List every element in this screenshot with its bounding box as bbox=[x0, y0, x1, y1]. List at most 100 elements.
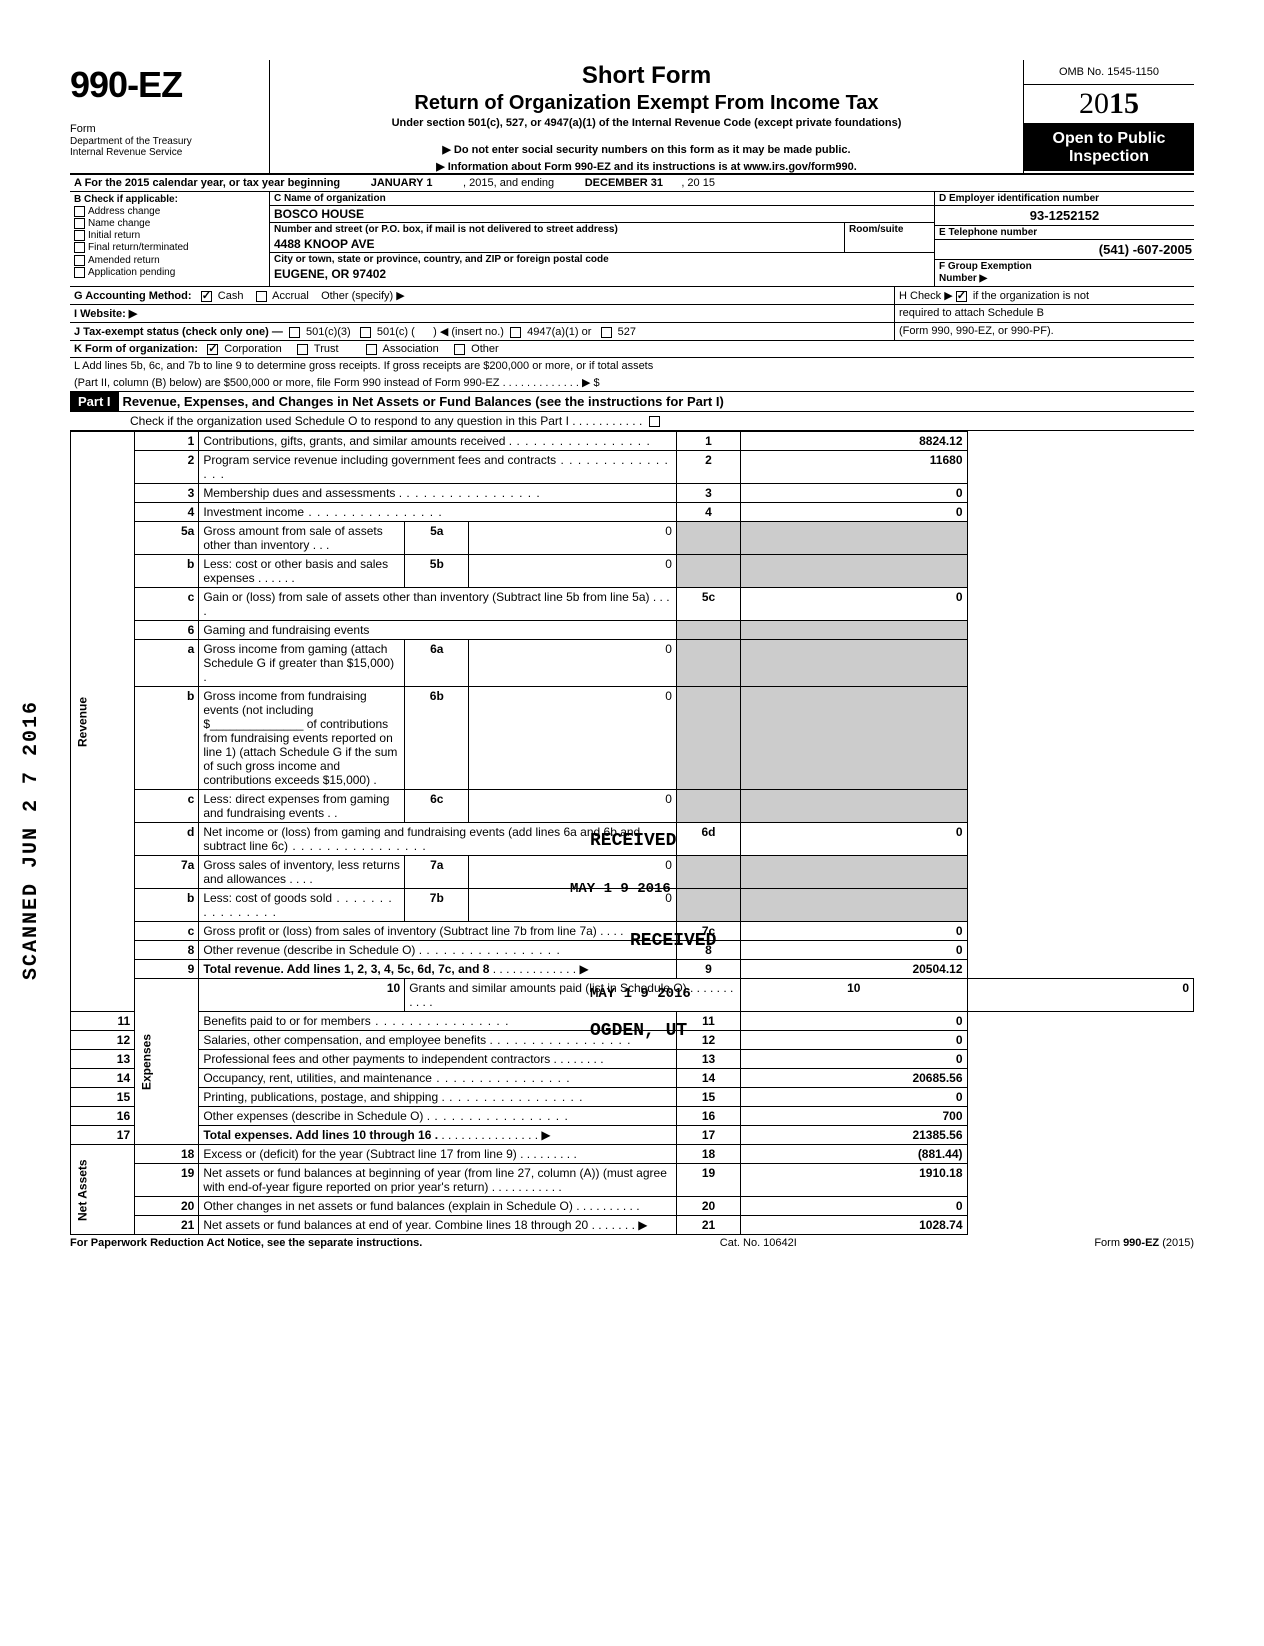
table-row: dNet income or (loss) from gaming and fu… bbox=[71, 823, 1194, 856]
table-row: cGain or (loss) from sale of assets othe… bbox=[71, 588, 1194, 621]
chk-527[interactable] bbox=[601, 327, 612, 338]
footer-right: Form 990-EZ (2015) bbox=[1094, 1237, 1194, 1249]
chk-corp[interactable] bbox=[207, 344, 218, 355]
chk-assoc[interactable] bbox=[366, 344, 377, 355]
chk-initial[interactable]: Initial return bbox=[74, 230, 265, 241]
table-row: 12Salaries, other compensation, and empl… bbox=[71, 1031, 1194, 1050]
line-a: A For the 2015 calendar year, or tax yea… bbox=[70, 175, 1194, 192]
chk-accrual[interactable] bbox=[256, 291, 267, 302]
chk-501c[interactable] bbox=[360, 327, 371, 338]
table-row: aGross income from gaming (attach Schedu… bbox=[71, 640, 1194, 687]
chk-501c3[interactable] bbox=[289, 327, 300, 338]
title-return: Return of Organization Exempt From Incom… bbox=[278, 92, 1015, 115]
chk-other[interactable] bbox=[454, 344, 465, 355]
table-row: 8Other revenue (describe in Schedule O) … bbox=[71, 941, 1194, 960]
f-label: F Group Exemption bbox=[935, 260, 1194, 273]
part1-check: Check if the organization used Schedule … bbox=[70, 412, 1194, 431]
d-label: D Employer identification number bbox=[935, 192, 1194, 206]
chk-final[interactable]: Final return/terminated bbox=[74, 242, 265, 253]
title-short-form: Short Form bbox=[278, 62, 1015, 90]
chk-schedule-o[interactable] bbox=[649, 416, 660, 427]
line-a-end: DECEMBER 31 bbox=[585, 177, 663, 189]
table-row: cLess: direct expenses from gaming and f… bbox=[71, 790, 1194, 823]
footer-mid: Cat. No. 10642I bbox=[720, 1237, 797, 1249]
line-k: K Form of organization: Corporation Trus… bbox=[70, 341, 1194, 358]
table-row: 20Other changes in net assets or fund ba… bbox=[71, 1197, 1194, 1216]
dept: Department of the Treasury Internal Reve… bbox=[70, 136, 263, 158]
table-row: 9Total revenue. Add lines 1, 2, 3, 4, 5c… bbox=[71, 960, 1194, 979]
open-inspection: Open to Public Inspection bbox=[1024, 124, 1194, 171]
chk-name[interactable]: Name change bbox=[74, 218, 265, 229]
part1-table: Revenue 1Contributions, gifts, grants, a… bbox=[70, 431, 1194, 1235]
city-label: City or town, state or province, country… bbox=[270, 253, 934, 266]
form-prefix: Form bbox=[70, 123, 96, 135]
chk-pending[interactable]: Application pending bbox=[74, 267, 265, 278]
subtitle: Under section 501(c), 527, or 4947(a)(1)… bbox=[278, 117, 1015, 129]
year-prefix: 20 bbox=[1079, 87, 1109, 120]
line-a-suffix: , 20 15 bbox=[681, 177, 715, 189]
open1: Open to Public bbox=[1026, 130, 1192, 148]
chk-trust[interactable] bbox=[297, 344, 308, 355]
box-b-label: B Check if applicable: bbox=[74, 194, 265, 205]
tax-year: 2015 bbox=[1024, 85, 1194, 124]
side-revenue: Revenue bbox=[71, 432, 135, 1012]
table-row: 6Gaming and fundraising events bbox=[71, 621, 1194, 640]
j-label: J Tax-exempt status (check only one) — bbox=[74, 326, 283, 338]
table-row: 19Net assets or fund balances at beginni… bbox=[71, 1164, 1194, 1197]
table-row: 15Printing, publications, postage, and s… bbox=[71, 1088, 1194, 1107]
line-l2: (Part II, column (B) below) are $500,000… bbox=[70, 374, 1194, 392]
box-b: B Check if applicable: Address change Na… bbox=[70, 192, 270, 286]
street-value: 4488 KNOOP AVE bbox=[270, 236, 844, 252]
footer: For Paperwork Reduction Act Notice, see … bbox=[70, 1237, 1194, 1249]
table-row: bLess: cost or other basis and sales exp… bbox=[71, 555, 1194, 588]
side-expenses: Expenses bbox=[135, 979, 199, 1145]
footer-left: For Paperwork Reduction Act Notice, see … bbox=[70, 1237, 422, 1249]
table-row: 5aGross amount from sale of assets other… bbox=[71, 522, 1194, 555]
header-center: Short Form Return of Organization Exempt… bbox=[270, 60, 1024, 173]
h-text3: required to attach Schedule B bbox=[894, 305, 1194, 322]
table-row: 17Total expenses. Add lines 10 through 1… bbox=[71, 1126, 1194, 1145]
header-right: OMB No. 1545-1150 2015 Open to Public In… bbox=[1024, 60, 1194, 173]
inst-info: ▶ Information about Form 990-EZ and its … bbox=[278, 160, 1015, 173]
table-row: 3Membership dues and assessments .30 bbox=[71, 484, 1194, 503]
year-suffix: 15 bbox=[1109, 87, 1139, 120]
chk-cash[interactable] bbox=[201, 291, 212, 302]
e-label: E Telephone number bbox=[935, 226, 1194, 240]
line-i: I Website: ▶ required to attach Schedule… bbox=[70, 305, 1194, 323]
table-row: 4Investment income40 bbox=[71, 503, 1194, 522]
e-value: (541) -607-2005 bbox=[935, 240, 1194, 260]
chk-4947[interactable] bbox=[510, 327, 521, 338]
chk-address[interactable]: Address change bbox=[74, 206, 265, 217]
table-row: 7aGross sales of inventory, less returns… bbox=[71, 856, 1194, 889]
table-row: bLess: cost of goods sold7b0 bbox=[71, 889, 1194, 922]
inst-ssn: ▶ Do not enter social security numbers o… bbox=[278, 143, 1015, 156]
open2: Inspection bbox=[1026, 148, 1192, 166]
form-number: 990-EZ bbox=[70, 64, 182, 105]
line-a-prefix: A For the 2015 calendar year, or tax yea… bbox=[74, 177, 340, 189]
table-row: 16Other expenses (describe in Schedule O… bbox=[71, 1107, 1194, 1126]
line-gh: G Accounting Method: Cash Accrual Other … bbox=[70, 287, 1194, 305]
table-row: bGross income from fundraising events (n… bbox=[71, 687, 1194, 790]
box-c: C Name of organization BOSCO HOUSE Numbe… bbox=[270, 192, 934, 286]
box-d: D Employer identification number 93-1252… bbox=[934, 192, 1194, 286]
table-row: 11Benefits paid to or for members110 bbox=[71, 1012, 1194, 1031]
dept2: Internal Revenue Service bbox=[70, 147, 263, 158]
chk-amended[interactable]: Amended return bbox=[74, 255, 265, 266]
k-label: K Form of organization: bbox=[74, 343, 198, 355]
city-value: EUGENE, OR 97402 bbox=[270, 266, 934, 282]
c-value: BOSCO HOUSE bbox=[270, 206, 934, 223]
h-text4: (Form 990, 990-EZ, or 990-PF). bbox=[894, 323, 1194, 340]
chk-h[interactable] bbox=[956, 291, 967, 302]
f-label2: Number ▶ bbox=[935, 273, 1194, 286]
table-row: 21Net assets or fund balances at end of … bbox=[71, 1216, 1194, 1235]
table-row: Net Assets 18Excess or (deficit) for the… bbox=[71, 1145, 1194, 1164]
room-label: Room/suite bbox=[844, 223, 934, 252]
table-row: 14Occupancy, rent, utilities, and mainte… bbox=[71, 1069, 1194, 1088]
line-j: J Tax-exempt status (check only one) — 5… bbox=[70, 323, 1194, 341]
table-row: 2Program service revenue including gover… bbox=[71, 451, 1194, 484]
g-label: G Accounting Method: bbox=[74, 290, 192, 302]
table-row: 13Professional fees and other payments t… bbox=[71, 1050, 1194, 1069]
line-h: H Check ▶ if the organization is not bbox=[894, 287, 1194, 304]
part1-header: Part I Revenue, Expenses, and Changes in… bbox=[70, 392, 1194, 412]
side-netassets: Net Assets bbox=[71, 1145, 135, 1235]
